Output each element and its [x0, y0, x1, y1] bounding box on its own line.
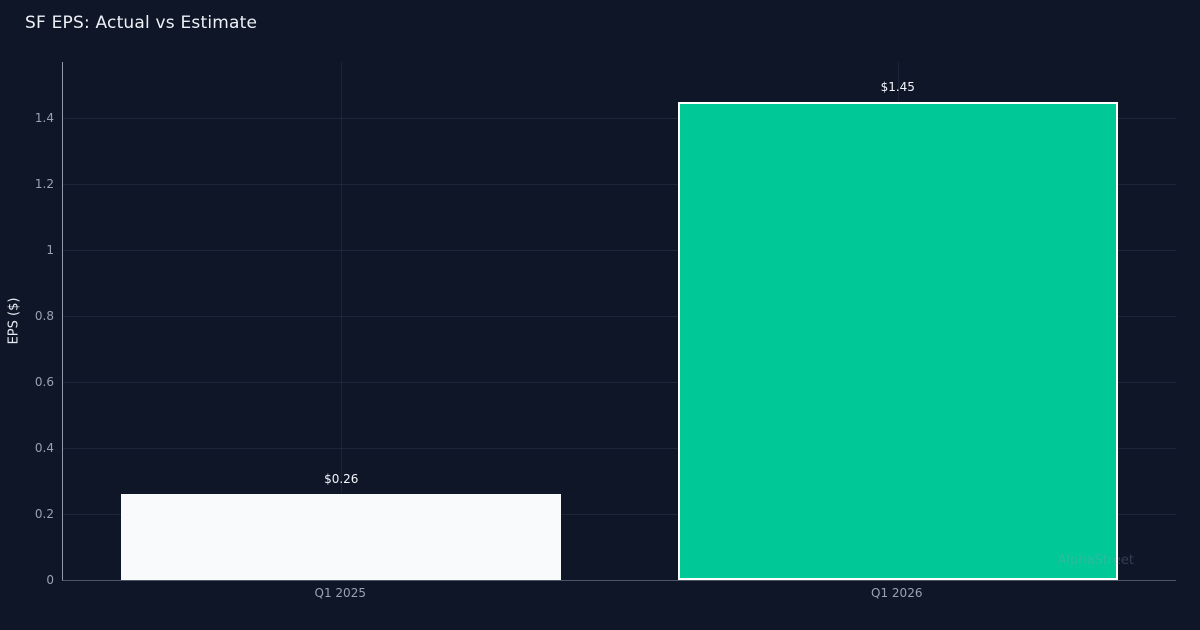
y-tick-label: 0 — [46, 573, 54, 587]
gridline-horizontal — [63, 448, 1176, 450]
gridline-horizontal — [63, 316, 1176, 318]
y-tick-label: 1.2 — [34, 177, 54, 192]
x-tick-label: Q1 2025 — [314, 586, 366, 600]
x-tick-label: Q1 2026 — [871, 586, 923, 600]
y-tick-label: 0.2 — [34, 507, 54, 521]
y-axis-label: EPS ($) — [6, 297, 22, 345]
gridline-horizontal — [63, 184, 1176, 186]
bar-value-label: $0.26 — [324, 472, 359, 487]
chart-title: SF EPS: Actual vs Estimate — [25, 13, 258, 33]
gridline-horizontal — [63, 382, 1176, 384]
y-tick-label: 0.6 — [34, 375, 54, 390]
gridline-vertical — [341, 62, 343, 580]
bar-value-label: $1.45 — [880, 79, 915, 94]
y-tick-label: 1 — [46, 243, 54, 258]
watermark: AlphaStreet — [1057, 553, 1134, 568]
bar-q1-2025 — [121, 494, 562, 580]
gridline-horizontal — [63, 250, 1176, 252]
plot-area: AlphaStreet $0.26 $1.45 — [62, 62, 1176, 581]
bar-q1-2026 — [677, 101, 1118, 580]
y-tick-label: 1.4 — [34, 111, 54, 126]
gridline-horizontal — [63, 580, 1176, 581]
y-tick-label: 0.8 — [34, 309, 54, 324]
gridline-horizontal — [63, 514, 1176, 515]
y-tick-label: 0.4 — [34, 441, 54, 456]
gridline-horizontal — [63, 118, 1176, 120]
